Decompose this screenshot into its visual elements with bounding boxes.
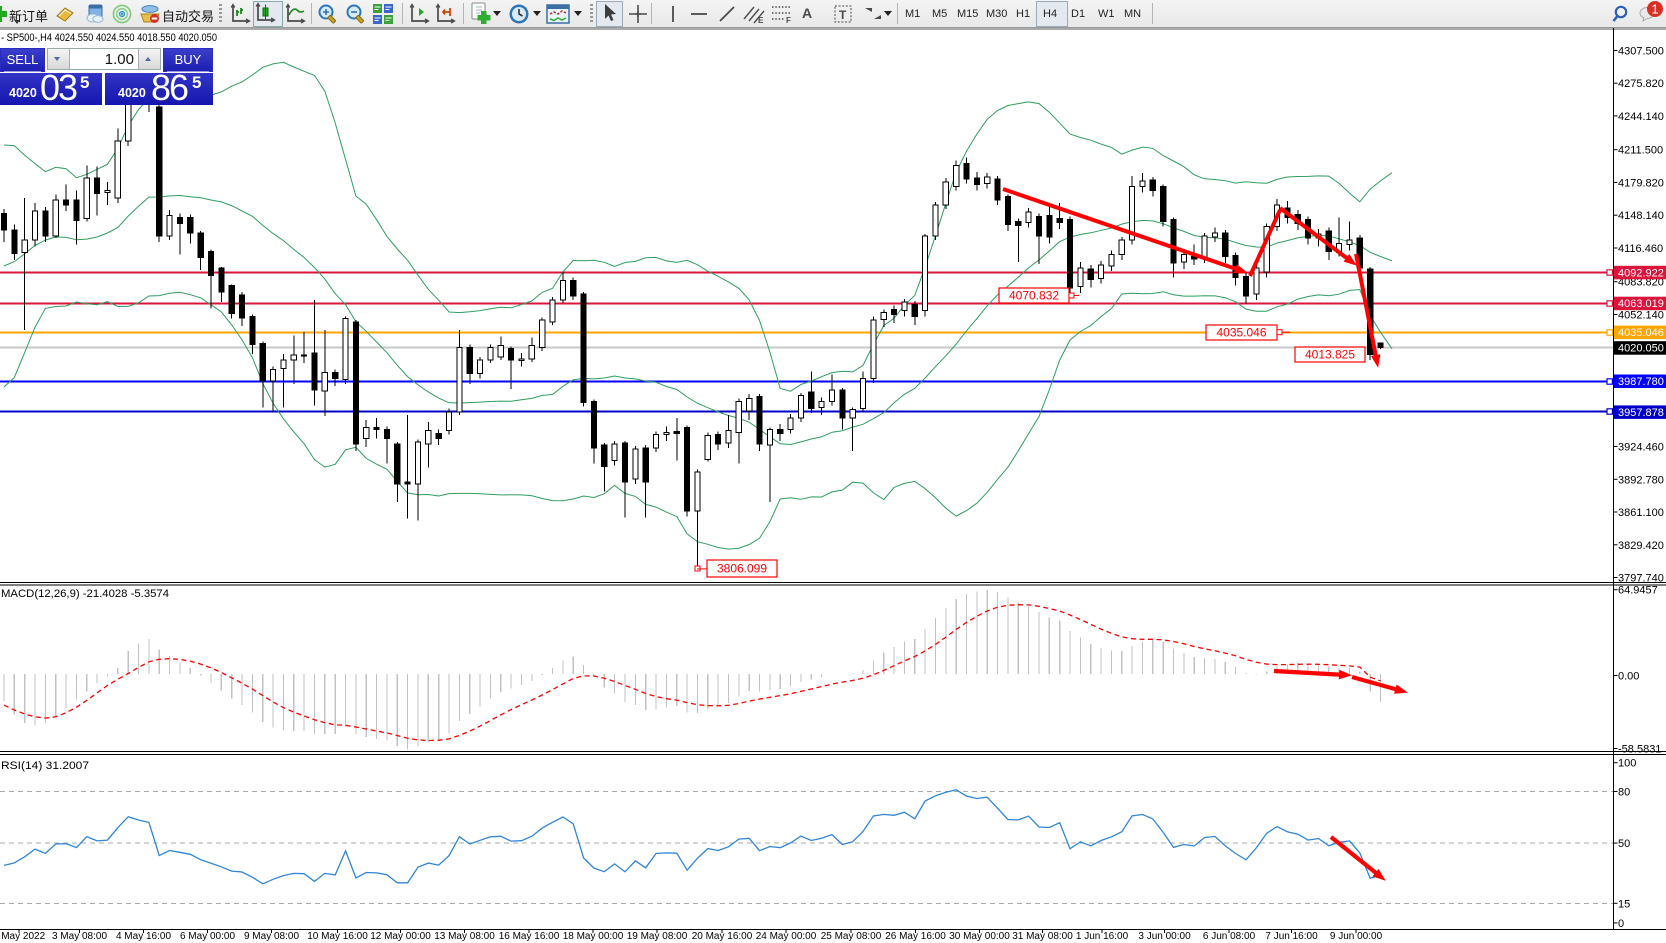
- svg-text:50: 50: [1618, 838, 1630, 850]
- svg-text:4013.825: 4013.825: [1305, 348, 1355, 362]
- svg-text:3829.420: 3829.420: [1618, 540, 1664, 552]
- svg-text:4244.140: 4244.140: [1618, 111, 1664, 123]
- svg-text:4063.019: 4063.019: [1618, 298, 1664, 310]
- svg-text:F: F: [786, 16, 791, 25]
- svg-text:4148.140: 4148.140: [1618, 210, 1664, 222]
- svg-text:3806.099: 3806.099: [717, 562, 767, 576]
- svg-text:3 Jun 00:00: 3 Jun 00:00: [1138, 931, 1191, 942]
- svg-text:RSI(14) 31.2007: RSI(14) 31.2007: [1, 760, 89, 772]
- svg-text:3797.740: 3797.740: [1618, 573, 1664, 585]
- svg-text:2 May 2022: 2 May 2022: [0, 931, 46, 942]
- svg-text:3987.780: 3987.780: [1618, 376, 1664, 388]
- svg-text:3 May 08:00: 3 May 08:00: [52, 931, 107, 942]
- svg-text:13 May 08:00: 13 May 08:00: [434, 931, 495, 942]
- svg-text:20 May 16:00: 20 May 16:00: [692, 931, 753, 942]
- svg-text:30 May 00:00: 30 May 00:00: [949, 931, 1010, 942]
- svg-text:4179.820: 4179.820: [1618, 177, 1664, 189]
- svg-text:6 Jun 08:00: 6 Jun 08:00: [1203, 931, 1256, 942]
- svg-text:0.00: 0.00: [1618, 671, 1639, 683]
- svg-text:18 May 00:00: 18 May 00:00: [563, 931, 624, 942]
- svg-text:12 May 00:00: 12 May 00:00: [370, 931, 431, 942]
- svg-text:6 May 00:00: 6 May 00:00: [180, 931, 235, 942]
- svg-text:4092.922: 4092.922: [1618, 267, 1664, 279]
- svg-text:4020.050: 4020.050: [1618, 343, 1664, 355]
- svg-text:4307.500: 4307.500: [1618, 45, 1664, 57]
- svg-text:80: 80: [1618, 787, 1630, 799]
- svg-text:4211.500: 4211.500: [1618, 145, 1663, 157]
- svg-text:3892.780: 3892.780: [1618, 474, 1664, 486]
- svg-text:19 May 08:00: 19 May 08:00: [627, 931, 688, 942]
- svg-text:-58.5831: -58.5831: [1618, 744, 1661, 756]
- svg-text:MACD(12,26,9) -21.4028 -5.3574: MACD(12,26,9) -21.4028 -5.3574: [1, 588, 169, 600]
- svg-text:1 Jun 16:00: 1 Jun 16:00: [1076, 931, 1129, 942]
- svg-text:9 Jun 00:00: 9 Jun 00:00: [1330, 931, 1383, 942]
- svg-text:10 May 16:00: 10 May 16:00: [307, 931, 368, 942]
- svg-text:64.9457: 64.9457: [1618, 585, 1658, 597]
- svg-text:3924.460: 3924.460: [1618, 442, 1664, 454]
- svg-text:0: 0: [1618, 918, 1624, 930]
- svg-text:T: T: [839, 8, 847, 22]
- svg-text:7 Jun 16:00: 7 Jun 16:00: [1265, 931, 1318, 942]
- svg-text:4116.460: 4116.460: [1618, 243, 1663, 255]
- svg-text:1: 1: [1651, 2, 1658, 17]
- svg-text:15: 15: [1618, 898, 1630, 910]
- svg-text:4035.046: 4035.046: [1216, 326, 1266, 340]
- svg-text:4035.046: 4035.046: [1618, 327, 1664, 339]
- svg-text:100: 100: [1618, 758, 1636, 770]
- svg-text:4 May 16:00: 4 May 16:00: [116, 931, 171, 942]
- svg-text:- SP500-,H4 4024.550 4024.550: - SP500-,H4 4024.550 4024.550 4018.550 4…: [1, 32, 217, 44]
- svg-text:3861.100: 3861.100: [1618, 507, 1664, 519]
- svg-text:4083.820: 4083.820: [1618, 277, 1664, 289]
- svg-text:16 May 16:00: 16 May 16:00: [499, 931, 560, 942]
- svg-text:26 May 16:00: 26 May 16:00: [885, 931, 946, 942]
- svg-text:E: E: [758, 16, 764, 25]
- svg-text:4070.832: 4070.832: [1009, 289, 1059, 303]
- svg-text:24 May 00:00: 24 May 00:00: [756, 931, 817, 942]
- svg-text:31 May 08:00: 31 May 08:00: [1012, 931, 1073, 942]
- svg-text:4275.820: 4275.820: [1618, 78, 1664, 90]
- svg-text:3957.878: 3957.878: [1618, 407, 1664, 419]
- svg-text:9 May 08:00: 9 May 08:00: [244, 931, 299, 942]
- svg-text:25 May 08:00: 25 May 08:00: [821, 931, 882, 942]
- svg-text:4052.140: 4052.140: [1618, 310, 1664, 322]
